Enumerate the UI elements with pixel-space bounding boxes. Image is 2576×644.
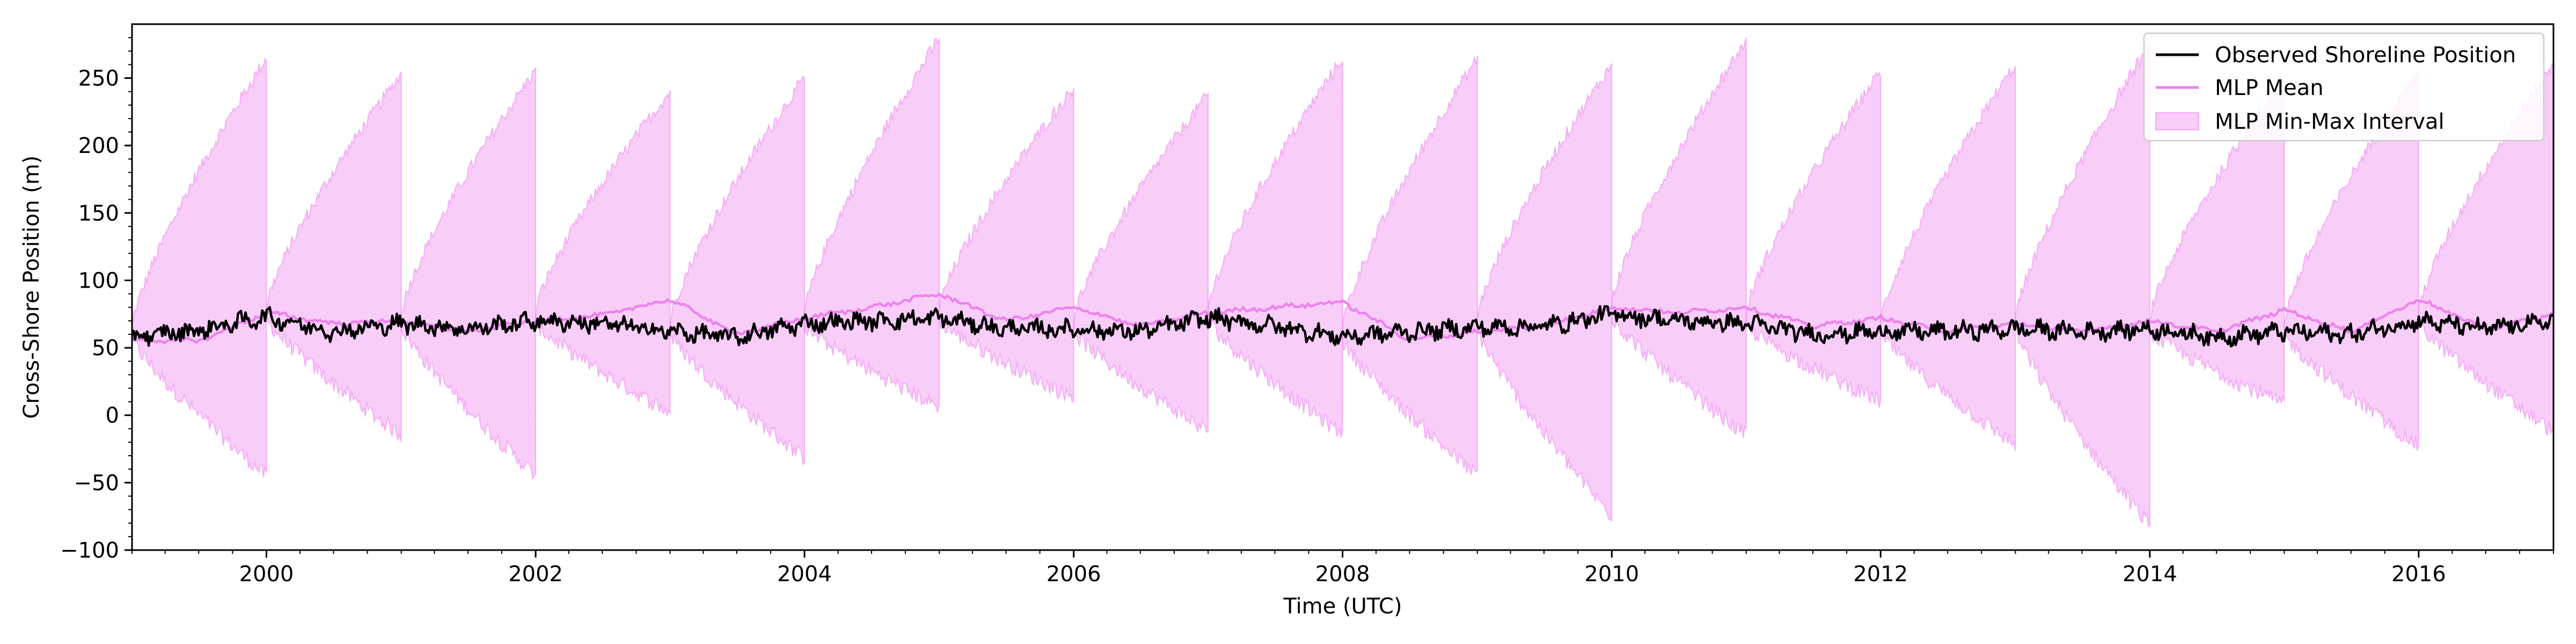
x-tick-label: 2004 xyxy=(777,562,832,587)
y-tick-label: −100 xyxy=(60,538,119,563)
y-tick-label: 200 xyxy=(78,134,119,158)
y-tick-label: 250 xyxy=(78,67,119,91)
minmax-band-2 xyxy=(266,71,402,443)
legend: Observed Shoreline Position MLP Mean MLP M… xyxy=(2143,32,2545,142)
mlp-mean-group xyxy=(131,292,2555,345)
y-tick-label: 0 xyxy=(106,404,119,428)
y-tick-label: 50 xyxy=(92,336,119,361)
x-tick-label: 2010 xyxy=(1584,562,1639,587)
minmax-band-14 xyxy=(1880,65,2016,451)
minmax-band-12 xyxy=(1611,37,1747,438)
legend-box xyxy=(2143,32,2545,142)
minmax-band-3 xyxy=(400,67,537,481)
minmax-band-13 xyxy=(1745,71,1882,408)
y-tick-label: 150 xyxy=(78,201,119,226)
minmax-band-7 xyxy=(939,87,1074,404)
minmax-band-16 xyxy=(2149,77,2285,404)
minmax-band-1 xyxy=(131,57,267,478)
minmax-band-6 xyxy=(804,38,940,413)
x-tick-label: 2008 xyxy=(1315,562,1370,587)
mlp-mean-line xyxy=(131,292,2555,345)
minmax-band-15 xyxy=(2015,41,2150,528)
y-tick-label: −50 xyxy=(74,471,119,495)
minmax-band-17 xyxy=(2284,69,2419,451)
legend-swatch-band xyxy=(2155,112,2199,130)
minmax-band-11 xyxy=(1476,62,1613,522)
x-axis-label: Time (UTC) xyxy=(1283,594,1402,619)
observed-group xyxy=(131,305,2555,348)
legend-label: Observed Shoreline Position xyxy=(2215,43,2516,68)
observed-shoreline-line xyxy=(131,305,2555,348)
minmax-band-8 xyxy=(1073,91,1209,433)
x-tick-label: 2000 xyxy=(239,562,294,587)
minmax-band-9 xyxy=(1208,61,1343,437)
legend-label: MLP Min-Max Interval xyxy=(2215,109,2445,134)
x-tick-label: 2012 xyxy=(1853,562,1908,587)
x-tick-label: 2006 xyxy=(1046,562,1101,587)
minmax-band-4 xyxy=(535,90,671,416)
y-tick-label: 100 xyxy=(78,268,119,293)
axes-group: −100 −50 0 50 100 150 200 250 2000 2002 2004 2006 20… xyxy=(60,23,2555,587)
minmax-band-10 xyxy=(1342,55,1478,475)
y-axis-label: Cross-Shore Position (m) xyxy=(19,156,44,419)
x-tick-label: 2014 xyxy=(2123,562,2177,587)
x-tick-label: 2016 xyxy=(2391,562,2446,587)
minmax-band-5 xyxy=(669,75,806,466)
x-tick-label: 2002 xyxy=(508,562,563,587)
legend-label: MLP Mean xyxy=(2215,76,2324,100)
